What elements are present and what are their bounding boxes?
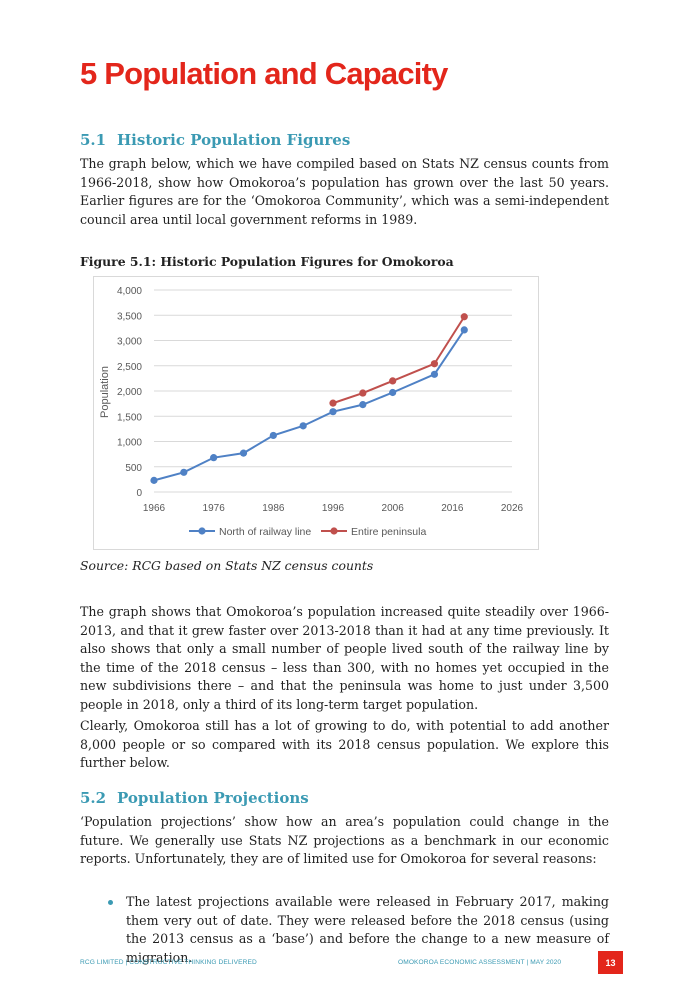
analysis-paragraph: The graph shows that Omokoroa’s populati… [80, 604, 609, 712]
data-point [210, 454, 218, 462]
list-item: The latest projections available were re… [80, 893, 609, 967]
series-line [153, 329, 466, 482]
y-tick-label: 3,000 [117, 337, 142, 348]
outlook-paragraph: Clearly, Omokoroa still has a lot of gro… [80, 718, 609, 770]
chart-svg: 0 500 1,000 1,500 2,000 2,500 3,000 3,500 4,000 1… [99, 286, 524, 538]
y-tick-label: 1,500 [117, 412, 142, 423]
footer-right: OMOKOROA ECONOMIC ASSESSMENT | MAY 2020 [398, 959, 562, 966]
y-tick-label: 2,000 [117, 387, 142, 398]
data-point [150, 476, 158, 484]
legend-entry: North of railway line [219, 526, 311, 538]
x-tick-label: 1976 [203, 503, 226, 514]
page-heading: 5 Population and Capacity [80, 56, 448, 91]
x-tick-label: 1986 [262, 503, 285, 514]
section-title: Population Projections [117, 789, 309, 807]
data-point [460, 326, 468, 334]
data-point [329, 408, 337, 416]
section-number: 5.1 [80, 131, 107, 149]
legend-entry: Entire peninsula [351, 526, 426, 538]
y-tick-label: 1,000 [117, 438, 142, 449]
data-point [239, 449, 248, 457]
section-5-2-paragraph: ‘Population projections’ show how an are… [80, 814, 609, 866]
section-title: Historic Population Figures [117, 131, 351, 149]
reasons-list: The latest projections available were re… [80, 893, 609, 967]
population-chart: 0 500 1,000 1,500 2,000 2,500 3,000 3,500 4,000 1… [93, 276, 539, 550]
data-point [430, 360, 439, 368]
data-point [359, 389, 367, 397]
y-axis-label: Population [99, 366, 111, 418]
data-point [299, 422, 307, 430]
section-number: 5.2 [80, 789, 107, 807]
page-number: 13 [598, 951, 623, 974]
x-tick-label: 2006 [382, 503, 405, 514]
x-tick-label: 1996 [322, 503, 345, 514]
y-tick-label: 4,000 [117, 286, 142, 297]
legend-swatch-marker [330, 527, 338, 535]
x-tick-label: 1966 [143, 503, 166, 514]
y-tick-label: 3,500 [117, 311, 142, 322]
figure-source: Source: RCG based on Stats NZ census cou… [80, 558, 374, 573]
figure-caption: Figure 5.1: Historic Population Figures … [80, 254, 454, 269]
y-tick-label: 0 [136, 488, 142, 499]
data-point [329, 399, 337, 407]
y-tick-label: 2,500 [117, 362, 142, 373]
footer-left: RCG LIMITED | CONSTRUCTIVE THINKING DELI… [80, 959, 257, 966]
list-item-text: The latest projections available were re… [126, 894, 609, 965]
data-point [180, 468, 188, 476]
data-point [389, 377, 397, 385]
data-point [389, 388, 397, 397]
legend-swatch-marker [198, 527, 206, 535]
data-point [430, 370, 439, 378]
section-heading-5-2: 5.2 Population Projections [80, 789, 309, 807]
y-tick-label: 500 [125, 463, 142, 474]
x-tick-label: 2016 [441, 503, 464, 514]
data-point [460, 313, 468, 321]
section-5-1-paragraph: The graph below, which we have compiled … [80, 156, 609, 227]
data-point [269, 431, 277, 440]
x-tick-label: 2026 [501, 503, 524, 514]
data-point [359, 401, 367, 409]
bullet-icon [108, 900, 113, 905]
section-heading-5-1: 5.1 Historic Population Figures [80, 131, 350, 149]
